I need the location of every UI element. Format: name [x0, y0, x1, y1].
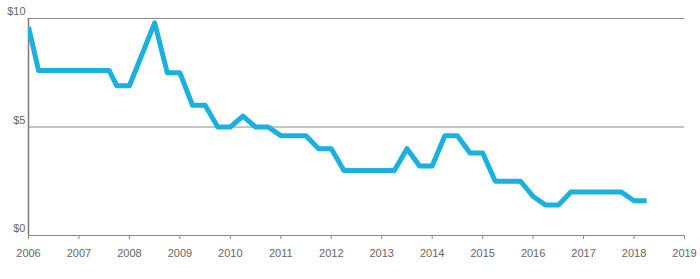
svg-text:2016: 2016 [521, 247, 545, 259]
svg-text:2018: 2018 [622, 247, 646, 259]
svg-text:2011: 2011 [269, 247, 293, 259]
svg-text:2015: 2015 [470, 247, 494, 259]
svg-text:2010: 2010 [218, 247, 242, 259]
svg-text:2012: 2012 [319, 247, 343, 259]
svg-text:$0: $0 [13, 222, 25, 234]
svg-text:$5: $5 [13, 114, 25, 126]
svg-text:2014: 2014 [420, 247, 444, 259]
svg-text:$10: $10 [7, 5, 25, 17]
svg-text:2013: 2013 [369, 247, 393, 259]
svg-text:2008: 2008 [117, 247, 141, 259]
svg-text:2019: 2019 [672, 247, 696, 259]
svg-text:2017: 2017 [571, 247, 595, 259]
svg-text:2006: 2006 [16, 247, 40, 259]
svg-text:2009: 2009 [168, 247, 192, 259]
svg-text:2007: 2007 [67, 247, 91, 259]
